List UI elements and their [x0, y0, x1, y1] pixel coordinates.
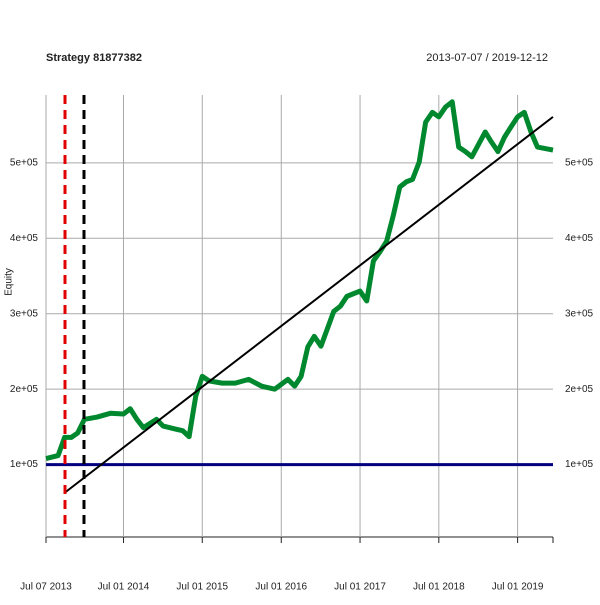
equity-line	[45, 99, 554, 461]
trend-line	[64, 116, 554, 494]
x-tick-label: Jul 01 2019	[492, 582, 544, 593]
y-tick-label-right: 2e+05	[565, 384, 594, 395]
x-tick-label: Jul 01 2017	[334, 582, 386, 593]
y-tick-label-right: 1e+05	[565, 459, 594, 470]
chart-subtitle: 2013-07-07 / 2019-12-12	[426, 52, 548, 64]
y-tick-label: 2e+05	[10, 384, 39, 395]
x-tick-label: Jul 01 2016	[255, 582, 307, 593]
y-tick-label: 1e+05	[10, 459, 39, 470]
y-tick-label-right: 5e+05	[565, 158, 594, 169]
x-tick-label: Jul 01 2015	[176, 582, 228, 593]
y-axis-label: Equity	[4, 268, 15, 296]
y-tick-label-right: 4e+05	[565, 233, 594, 244]
y-tick-label: 5e+05	[10, 158, 39, 169]
x-tick-label: Jul 01 2014	[98, 582, 150, 593]
y-tick-label-right: 3e+05	[565, 308, 594, 319]
x-tick-label: Jul 07 2013	[20, 582, 72, 593]
chart-title: Strategy 81877382	[46, 52, 142, 64]
y-tick-label: 3e+05	[10, 308, 39, 319]
y-tick-label: 4e+05	[10, 233, 39, 244]
x-tick-label: Jul 01 2018	[413, 582, 465, 593]
